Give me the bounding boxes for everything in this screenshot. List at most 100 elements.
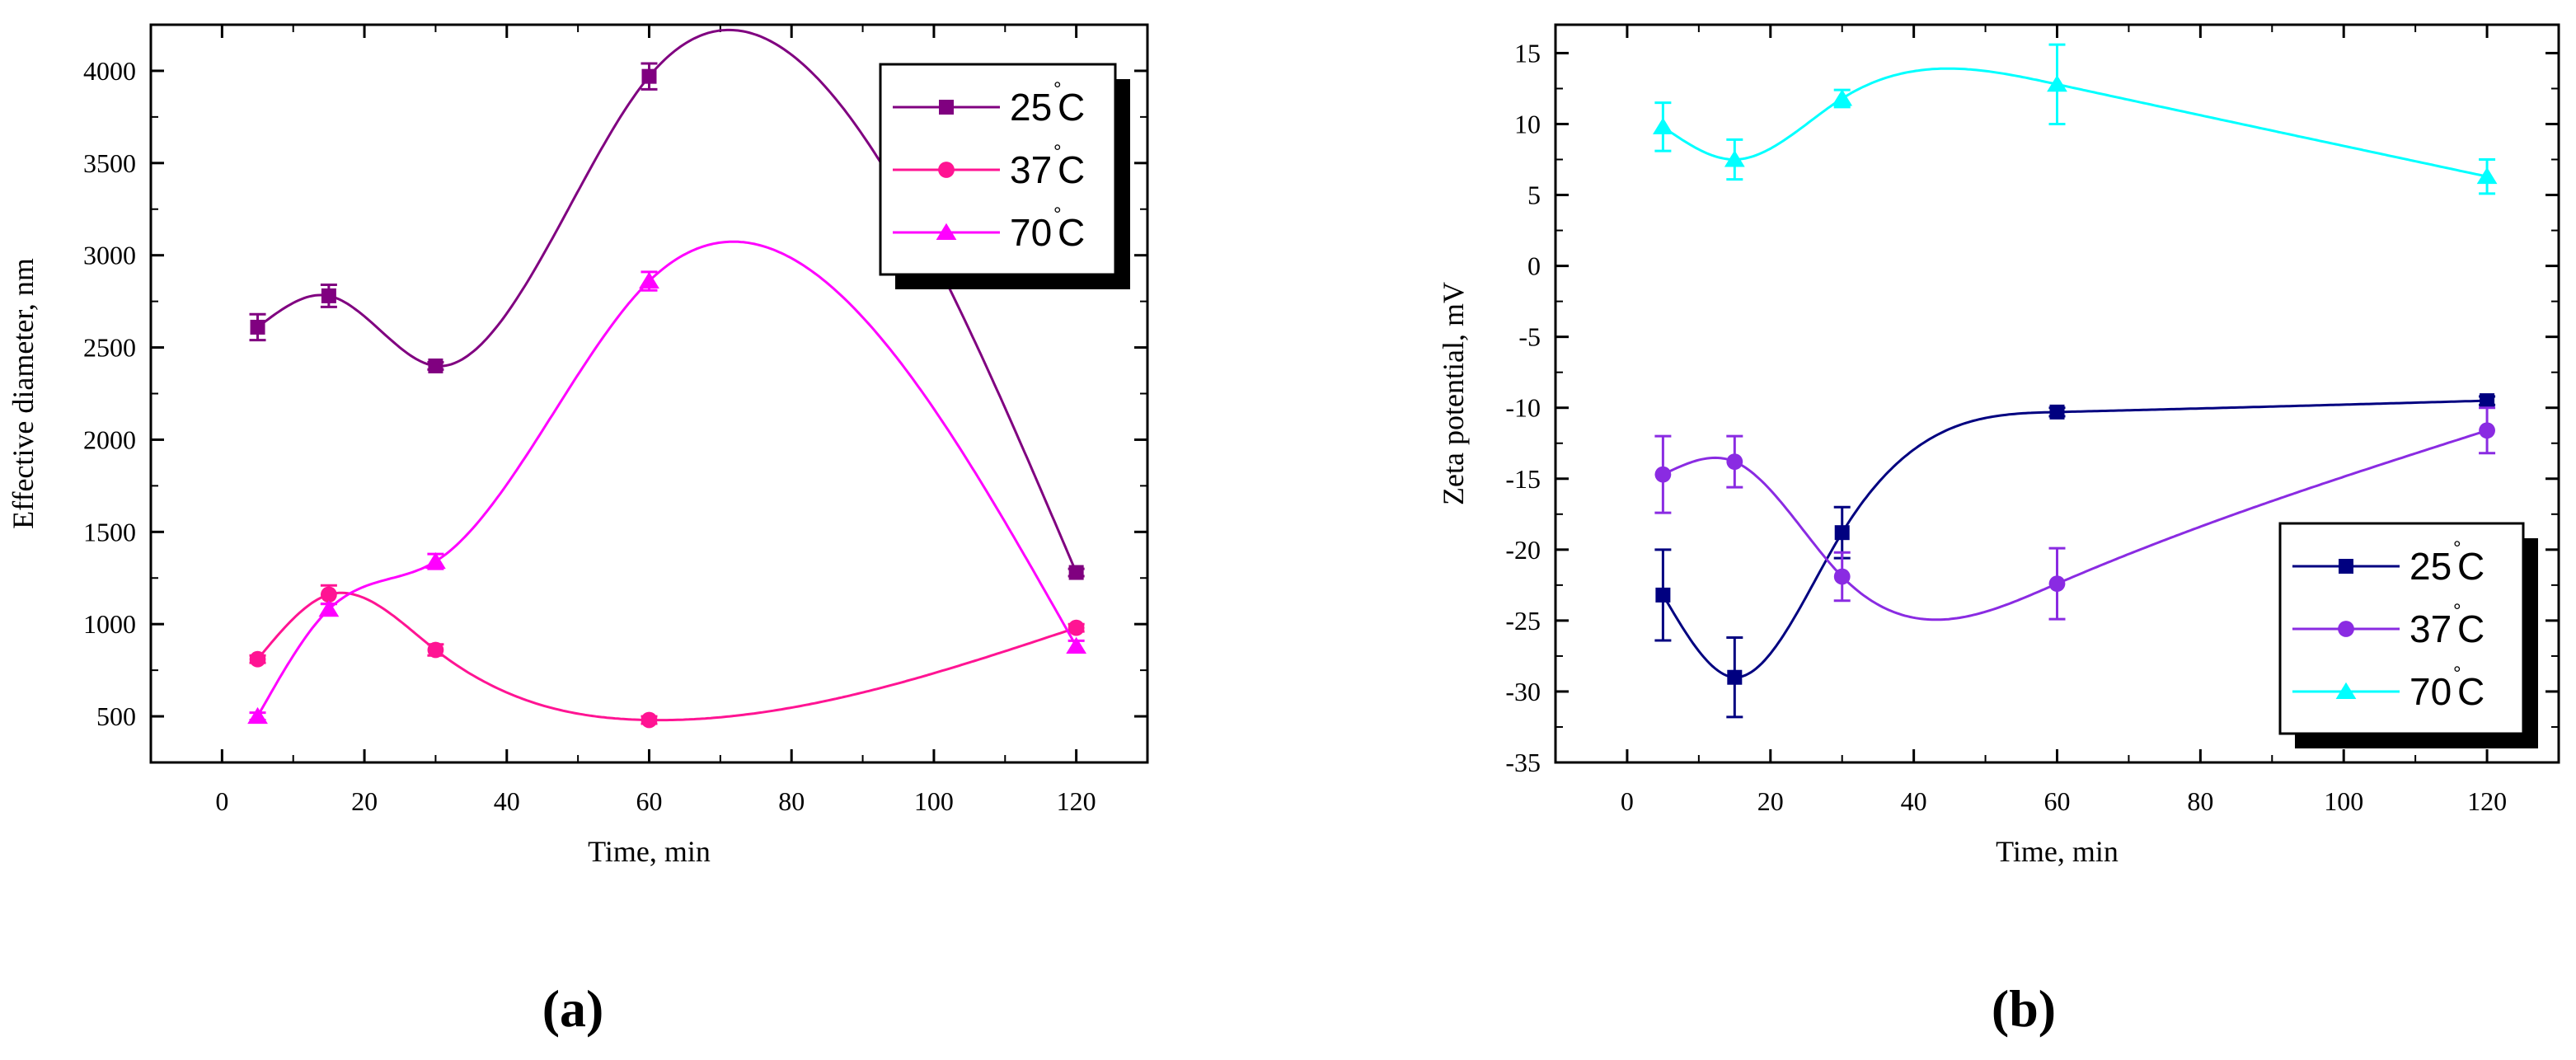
- data-point: [1832, 89, 1853, 106]
- legend-label-temp: 70: [1010, 211, 1052, 254]
- legend-b: 25 °C37 °C70 °C: [2278, 522, 2538, 748]
- x-tick-label: 60: [2044, 786, 2071, 816]
- data-point: [1724, 150, 1745, 167]
- legend-marker: [2339, 559, 2353, 574]
- data-point: [2049, 404, 2065, 420]
- data-point: [1653, 117, 1673, 134]
- y-axis-label: Effective diameter, nm: [7, 258, 40, 529]
- legend-label-unit: C: [1058, 86, 1085, 129]
- legend-marker: [938, 162, 955, 178]
- data-point: [427, 641, 444, 659]
- data-point: [1655, 587, 1671, 603]
- data-point: [1067, 619, 1085, 636]
- x-tick-label: 80: [778, 786, 805, 816]
- y-tick-label: 15: [1514, 38, 1541, 68]
- legend-marker: [936, 223, 957, 240]
- data-point: [318, 600, 340, 617]
- legend-label-unit: C: [2457, 670, 2485, 713]
- series-line: [1662, 429, 2488, 621]
- data-point: [640, 711, 658, 729]
- x-tick-label: 120: [2467, 786, 2507, 816]
- series-line: [1662, 67, 2488, 178]
- legend-degree-sign: °: [2453, 600, 2461, 622]
- data-point: [2479, 422, 2495, 439]
- legend-label-temp: 37: [2409, 607, 2452, 650]
- data-point: [250, 319, 265, 335]
- x-tick-label: 100: [2324, 786, 2363, 816]
- y-tick-label: 2000: [83, 424, 136, 454]
- data-point: [2047, 75, 2067, 92]
- y-tick-label: 4000: [83, 56, 136, 86]
- data-point: [1068, 565, 1084, 580]
- y-tick-label: 1000: [83, 609, 136, 639]
- data-point: [1833, 568, 1851, 585]
- data-point: [2476, 167, 2498, 185]
- data-point: [425, 551, 446, 570]
- x-tick-label: 20: [351, 786, 378, 816]
- series-70: [247, 240, 1087, 725]
- y-tick-label: 10: [1514, 109, 1541, 138]
- x-tick-label: 60: [636, 786, 663, 816]
- y-axis-label: Zeta potential, mV: [1437, 282, 1470, 505]
- legend-degree-sign: °: [1053, 204, 1062, 226]
- x-tick-label: 40: [494, 786, 520, 816]
- y-tick-label: -25: [1505, 606, 1541, 636]
- data-point: [1726, 453, 1743, 471]
- series-line: [256, 240, 1077, 717]
- y-tick-label: 3500: [83, 148, 136, 178]
- y-tick-label: -20: [1505, 535, 1541, 565]
- data-point: [639, 271, 659, 289]
- legend-label-unit: C: [2457, 545, 2485, 588]
- data-point: [321, 288, 336, 303]
- x-tick-label: 40: [1901, 786, 1927, 816]
- panel-label-b: (b): [1992, 979, 2056, 1038]
- series-25: [1654, 393, 2496, 719]
- y-tick-label: 1500: [83, 517, 136, 546]
- y-tick-label: 3000: [83, 241, 136, 270]
- x-axis-label: Time, min: [588, 835, 711, 868]
- legend-label-temp: 25: [1010, 86, 1052, 129]
- series-70: [1653, 43, 2498, 195]
- legend-label-temp: 37: [1010, 148, 1052, 191]
- data-point: [2480, 393, 2495, 409]
- legend-marker: [2338, 621, 2354, 637]
- y-tick-label: -5: [1518, 322, 1541, 352]
- x-tick-label: 120: [1057, 786, 1096, 816]
- series-37: [1654, 406, 2496, 621]
- y-tick-label: -30: [1505, 677, 1541, 706]
- legend-degree-sign: °: [2453, 537, 2461, 560]
- legend-label-unit: C: [1058, 148, 1085, 191]
- data-point: [428, 358, 443, 373]
- data-point: [1834, 525, 1850, 541]
- data-point: [2048, 575, 2066, 593]
- panel-label-a: (a): [542, 979, 604, 1038]
- legend-label-temp: 25: [2409, 545, 2452, 588]
- data-point: [247, 706, 268, 725]
- legend-label-unit: C: [2457, 607, 2485, 650]
- chart-a: 0 20 40 60 80 100 120 500 1000 1500 2000 2500 3000 35…: [7, 23, 1149, 868]
- y-tick-label: -35: [1505, 748, 1541, 777]
- series-line: [1662, 399, 2488, 679]
- legend-label-unit: C: [1058, 211, 1085, 254]
- data-point: [249, 650, 266, 668]
- data-point: [641, 68, 657, 84]
- x-tick-label: 100: [914, 786, 954, 816]
- data-point: [1727, 669, 1743, 685]
- x-tick-label: 0: [215, 786, 228, 816]
- legend-degree-sign: °: [1053, 78, 1062, 101]
- series-37: [249, 584, 1085, 729]
- y-tick-label: 0: [1527, 251, 1541, 281]
- x-axis-label: Time, min: [1996, 835, 2119, 868]
- y-tick-label: 2500: [83, 333, 136, 363]
- y-tick-label: 500: [96, 701, 136, 731]
- legend-marker: [939, 100, 954, 115]
- chart-b: 0 20 40 60 80 100 120 -35 -30 -25 -20 -15 -10 -5 0 5 10 1…: [1437, 23, 2560, 868]
- legend-marker: [2335, 682, 2357, 699]
- y-tick-label: 5: [1527, 181, 1541, 210]
- y-tick-label: -15: [1505, 464, 1541, 494]
- legend-degree-sign: °: [2453, 663, 2461, 685]
- series-line: [256, 591, 1077, 722]
- data-point: [320, 586, 337, 603]
- y-tick-label: -10: [1505, 393, 1541, 423]
